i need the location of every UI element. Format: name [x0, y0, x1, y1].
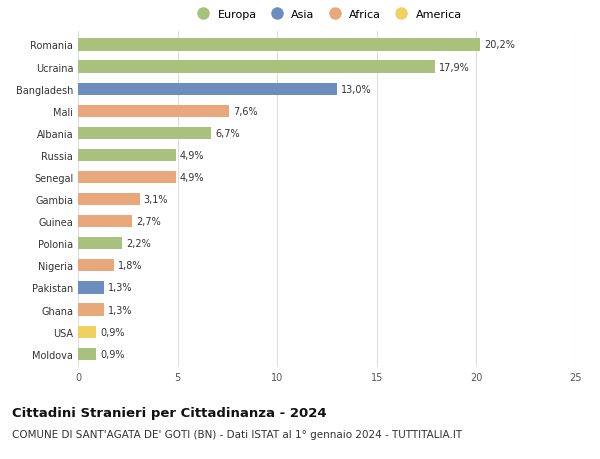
Text: 0,9%: 0,9%: [100, 349, 124, 359]
Bar: [78, 238, 122, 250]
Text: 0,9%: 0,9%: [100, 327, 124, 337]
Bar: [78, 260, 114, 272]
Bar: [78, 194, 140, 206]
Bar: [78, 62, 434, 73]
Text: 6,7%: 6,7%: [215, 129, 240, 139]
Text: 2,2%: 2,2%: [126, 239, 151, 249]
Text: 17,9%: 17,9%: [439, 62, 469, 73]
Text: 2,7%: 2,7%: [136, 217, 161, 227]
Bar: [78, 326, 96, 338]
Legend: Europa, Asia, Africa, America: Europa, Asia, Africa, America: [190, 7, 464, 22]
Text: COMUNE DI SANT'AGATA DE' GOTI (BN) - Dati ISTAT al 1° gennaio 2024 - TUTTITALIA.: COMUNE DI SANT'AGATA DE' GOTI (BN) - Dat…: [12, 429, 462, 439]
Bar: [78, 106, 229, 118]
Bar: [78, 216, 132, 228]
Bar: [78, 150, 176, 162]
Bar: [78, 84, 337, 95]
Bar: [78, 128, 211, 140]
Text: 1,8%: 1,8%: [118, 261, 142, 271]
Text: 1,3%: 1,3%: [108, 305, 133, 315]
Text: 20,2%: 20,2%: [484, 40, 515, 50]
Bar: [78, 172, 176, 184]
Text: 13,0%: 13,0%: [341, 84, 371, 95]
Text: 4,9%: 4,9%: [179, 173, 204, 183]
Bar: [78, 304, 104, 316]
Text: Cittadini Stranieri per Cittadinanza - 2024: Cittadini Stranieri per Cittadinanza - 2…: [12, 406, 326, 419]
Text: 3,1%: 3,1%: [144, 195, 168, 205]
Bar: [78, 348, 96, 360]
Text: 1,3%: 1,3%: [108, 283, 133, 293]
Text: 7,6%: 7,6%: [233, 106, 258, 117]
Bar: [78, 282, 104, 294]
Bar: [78, 39, 481, 51]
Text: 4,9%: 4,9%: [179, 151, 204, 161]
